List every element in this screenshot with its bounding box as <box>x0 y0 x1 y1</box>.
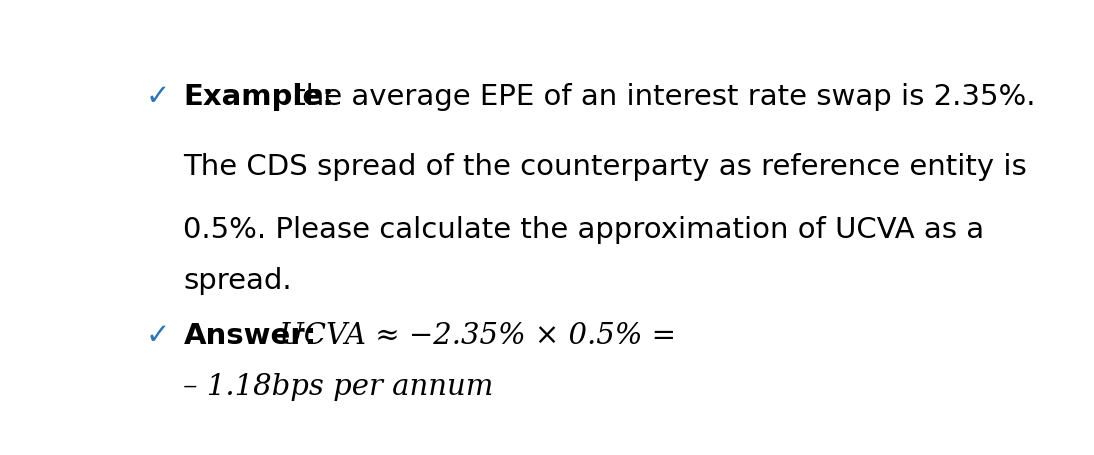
Text: UCVA ≈ −2.35% × 0.5% =: UCVA ≈ −2.35% × 0.5% = <box>270 321 676 349</box>
Text: The CDS spread of the counterparty as reference entity is: The CDS spread of the counterparty as re… <box>184 153 1027 181</box>
Text: Example:: Example: <box>184 83 335 111</box>
Text: – 1.18bps per annum: – 1.18bps per annum <box>184 372 493 399</box>
Text: Answer:: Answer: <box>184 321 316 349</box>
Text: spread.: spread. <box>184 267 292 294</box>
Text: ✓: ✓ <box>146 83 171 111</box>
Text: 0.5%. Please calculate the approximation of UCVA as a: 0.5%. Please calculate the approximation… <box>184 216 985 244</box>
Text: the average EPE of an interest rate swap is 2.35%.: the average EPE of an interest rate swap… <box>286 83 1036 111</box>
Text: ✓: ✓ <box>146 321 171 349</box>
